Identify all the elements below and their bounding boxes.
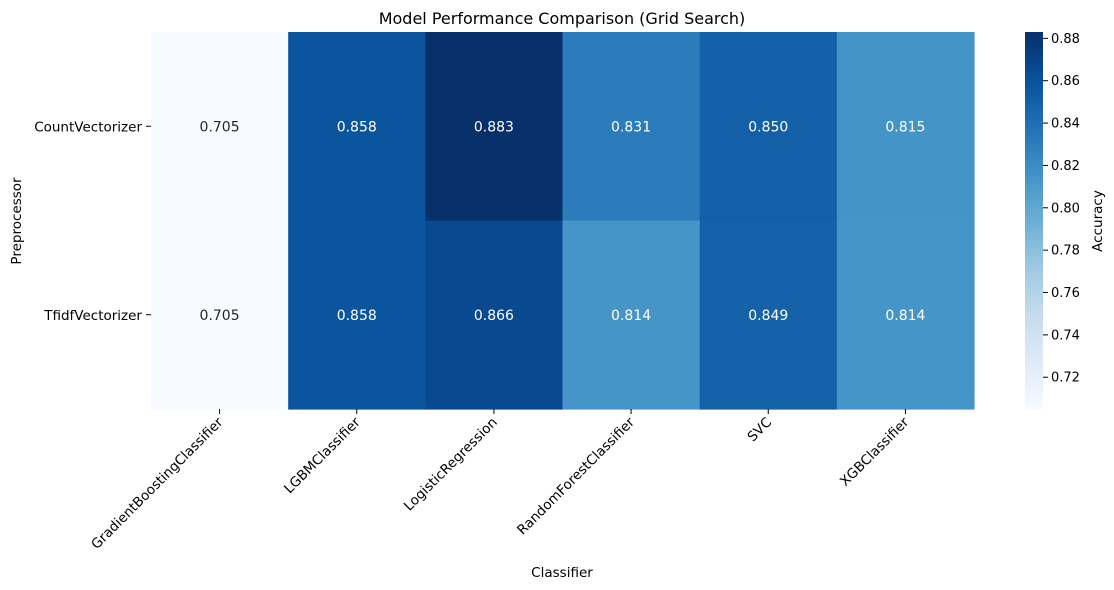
colorbar-tick-label: 0.78 [1051,244,1080,259]
heatmap-cell [836,220,975,410]
cell-value-label: 0.866 [474,308,514,324]
cell-value-label: 0.849 [748,308,788,324]
colorbar [1025,32,1043,409]
colorbar-tick-label: 0.88 [1051,32,1080,47]
heatmap-cell [425,32,564,222]
x-tick-label: XGBClassifier [837,414,913,490]
x-tick-label: LGBMClassifier [281,414,364,497]
colorbar-tick-label: 0.76 [1051,286,1080,301]
heatmap-cell [288,220,426,410]
heatmap-cell [562,220,701,410]
colorbar-tick-label: 0.86 [1051,74,1080,89]
colorbar-tick-label: 0.80 [1051,201,1080,216]
heatmap-cell [836,32,975,222]
cell-value-label: 0.883 [474,119,514,135]
cell-value-label: 0.705 [200,308,240,324]
heatmap-cell [699,32,838,222]
heatmap-cell [151,220,289,410]
heatmap-cell [151,32,289,222]
heatmap-cell [425,220,564,410]
x-axis-title: Classifier [531,565,593,581]
x-axis-ticks: GradientBoostingClassifier LGBMClassifier… [88,409,913,553]
y-tick-label: CountVectorizer [34,119,142,135]
x-tick-label: LogisticRegression [401,415,501,515]
cell-value-label: 0.814 [885,308,925,324]
x-tick-label: SVC [745,415,776,446]
heatmap-cell-labels: 0.705 0.858 0.883 0.831 0.850 0.815 0.705 0.858… [200,119,926,324]
x-tick-label: GradientBoostingClassifier [88,414,226,552]
heatmap-cell [562,32,701,222]
y-axis-ticks: CountVectorizer TfidfVectorizer [34,119,151,324]
heatmap-cell [288,32,426,222]
chart-title: Model Performance Comparison (Grid Searc… [379,9,746,28]
colorbar-tick-label: 0.84 [1051,117,1080,132]
heatmap-cell [699,220,838,410]
heatmap-cells [151,32,975,410]
colorbar-tick-label: 0.74 [1051,328,1080,343]
cell-value-label: 0.815 [885,119,925,135]
colorbar-tick-label: 0.72 [1051,371,1080,386]
colorbar-title: Accuracy [1090,190,1106,252]
y-tick-label: TfidfVectorizer [43,308,142,324]
y-axis-title: Preprocessor [9,177,25,265]
cell-value-label: 0.858 [337,308,377,324]
cell-value-label: 0.814 [611,308,651,324]
cell-value-label: 0.858 [337,119,377,135]
cell-value-label: 0.831 [611,119,651,135]
colorbar-ticks: 0.72 0.74 0.76 0.78 0.80 0.82 0.84 0.86 0.88 [1043,32,1080,386]
x-tick-label: RandomForestClassifier [514,414,638,538]
colorbar-tick-label: 0.82 [1051,159,1080,174]
cell-value-label: 0.705 [200,119,240,135]
cell-value-label: 0.850 [748,119,788,135]
